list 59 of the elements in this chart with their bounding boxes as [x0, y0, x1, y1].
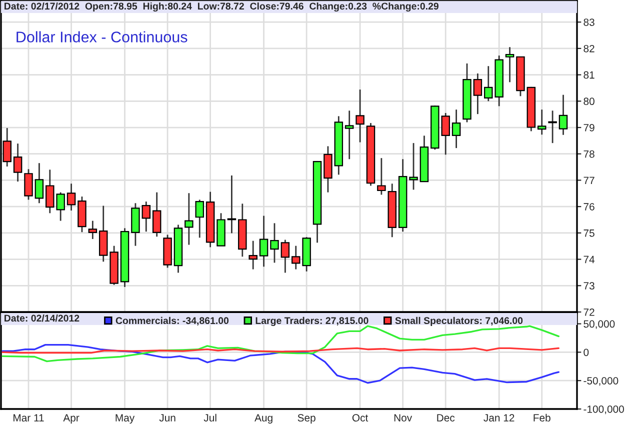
x-tick-label: Mar 11 — [14, 414, 44, 422]
y-tick-label: 75 — [584, 230, 594, 237]
y-tick-label: 81 — [584, 71, 594, 79]
y-tick-label: 72 — [584, 308, 594, 316]
x-tick-label: Jun — [159, 414, 176, 422]
candlestick — [24, 168, 33, 200]
x-tick-label: Sep — [298, 414, 316, 424]
x-tick-label: Aug — [254, 414, 272, 424]
candlestick — [537, 108, 546, 136]
candlestick — [452, 108, 461, 149]
x-tick-label: May — [116, 414, 135, 424]
candlestick — [344, 110, 354, 160]
candlestick — [409, 142, 418, 190]
x-tick-label: Apr — [63, 414, 80, 424]
y-tick-label: 82 — [584, 44, 594, 52]
x-tick-label: Oct — [352, 414, 368, 422]
y-tick-label: 77 — [584, 176, 594, 184]
y-tick-label: 73 — [584, 282, 594, 290]
candlestick — [13, 142, 22, 182]
y-tick-label: 76 — [584, 203, 594, 210]
x-tick-label: Jan 12 — [484, 414, 514, 422]
y-tick-label: 0 — [584, 348, 589, 356]
y-tick-label: 78 — [584, 150, 594, 158]
annotation: Date: 02/17/2012 Open:78.95 High:80.24 Low:78.72 Close:79.46 Change:0.23 %Change:0.29 — [4, 2, 438, 12]
x-tick-label: Dec — [437, 414, 455, 422]
legend-label: Small Speculators: 7,046.00 — [395, 316, 523, 326]
candlestick — [280, 239, 290, 274]
candlestick — [195, 199, 204, 238]
candlestick — [184, 192, 194, 246]
candlestick — [473, 72, 482, 115]
x-tick-label: Jul — [204, 414, 216, 422]
y-tick-label: 79 — [584, 124, 594, 132]
candlestick — [88, 220, 98, 240]
text: Dollar Index - Continuous — [16, 31, 188, 42]
candlestick — [248, 240, 258, 270]
y-tick-label: 50,000 — [584, 320, 615, 329]
line-series — [2, 344, 560, 384]
candlestick — [324, 146, 332, 194]
candlestick — [377, 157, 386, 196]
line-series — [2, 325, 560, 362]
x-tick-label: Feb — [534, 414, 550, 422]
candlestick — [270, 222, 279, 264]
candlestick — [356, 88, 364, 143]
legend-label: Large Traders: 27,815.00 — [256, 316, 368, 326]
candlestick — [66, 182, 76, 212]
y-tick-label: 74 — [584, 256, 595, 264]
annotation: Date: 02/14/2012 — [4, 314, 80, 322]
candlestick — [142, 200, 151, 232]
y-tick-label: 83 — [584, 18, 594, 26]
candlestick — [259, 215, 268, 268]
candlestick — [505, 46, 514, 83]
y-tick-label: -50,000 — [584, 377, 618, 386]
y-tick-label: 80 — [584, 98, 594, 106]
candlestick — [558, 94, 568, 136]
candlestick — [34, 162, 44, 204]
legend-label: Commercials: -34,861.00 — [116, 316, 229, 326]
x-tick-label: Nov — [394, 414, 412, 422]
y-tick-label: -100,000 — [584, 406, 624, 414]
candlestick — [152, 192, 162, 238]
